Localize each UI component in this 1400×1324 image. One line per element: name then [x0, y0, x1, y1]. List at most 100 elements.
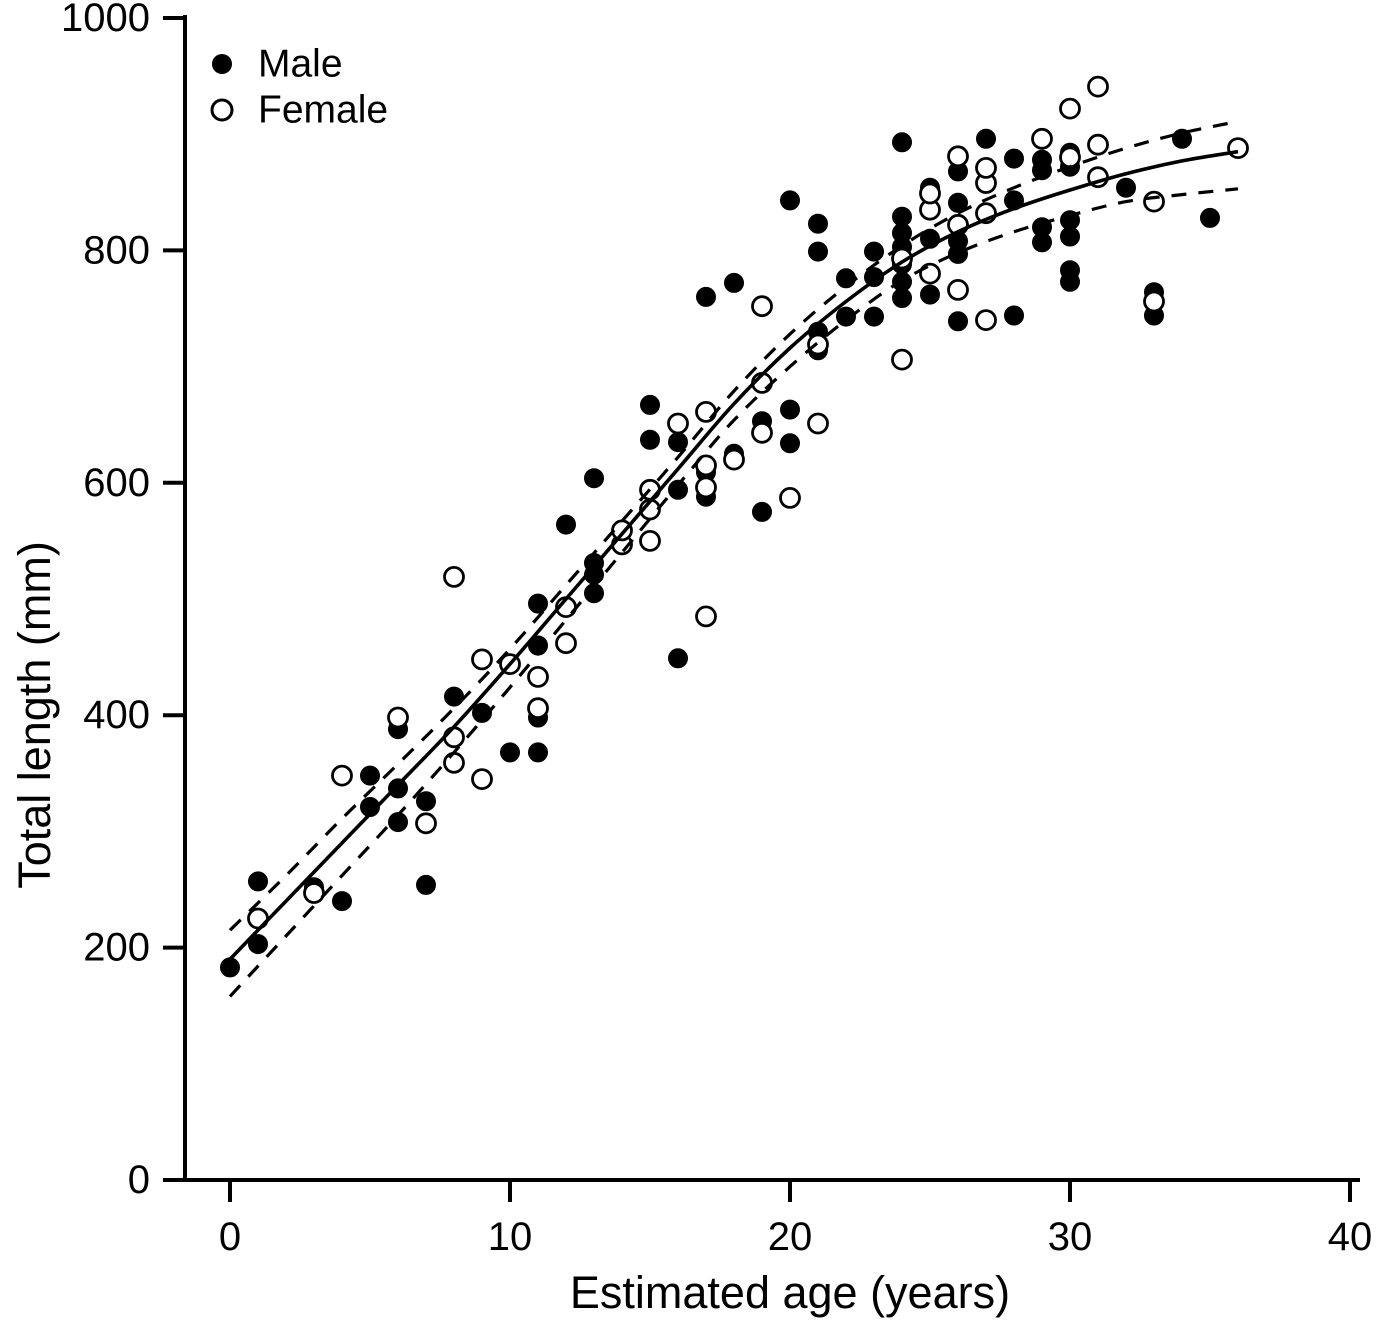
y-tick-label: 1000 — [61, 0, 150, 40]
data-point-male — [332, 891, 352, 912]
data-point-male — [1004, 305, 1024, 326]
data-point-male — [472, 702, 492, 723]
data-point-male — [780, 399, 800, 420]
data-point-male — [640, 429, 660, 450]
data-point-female — [779, 486, 801, 509]
data-point-female — [947, 145, 969, 168]
data-point-male — [920, 284, 940, 305]
data-point-male — [976, 128, 996, 149]
growth-curve-line — [228, 149, 1239, 961]
data-point-male — [388, 812, 408, 833]
data-point-female — [1031, 127, 1053, 150]
data-point-male — [444, 686, 464, 707]
data-point-male — [808, 213, 828, 234]
data-point-female — [975, 156, 997, 179]
data-point-male — [1004, 148, 1024, 169]
data-point-female — [919, 262, 941, 285]
data-point-female — [751, 421, 773, 444]
data-point-female — [471, 648, 493, 671]
axes: 0 200 400 600 800 1000 0 10 20 30 40 — [61, 0, 1372, 1259]
data-point-female — [1143, 190, 1165, 213]
legend-label-female: Female — [258, 89, 388, 132]
data-point-female — [695, 605, 717, 628]
data-point-male — [584, 468, 604, 489]
data-point-female — [387, 706, 409, 729]
data-point-male — [220, 957, 240, 978]
data-point-male — [416, 874, 436, 895]
data-point-male — [836, 306, 856, 327]
upper-confidence-band — [228, 119, 1239, 932]
data-point-male — [864, 241, 884, 262]
lower-confidence-band — [228, 187, 1239, 998]
data-point-male — [948, 311, 968, 332]
data-point-male — [528, 593, 548, 614]
data-point-female — [975, 309, 997, 332]
confidence-bands — [228, 119, 1239, 998]
data-point-female — [443, 566, 465, 588]
legend-label-male: Male — [258, 43, 343, 86]
x-tick-label: 0 — [219, 1215, 241, 1259]
data-point-male — [528, 742, 548, 763]
data-point-male — [556, 514, 576, 535]
data-point-male — [752, 501, 772, 522]
fit-curve — [228, 149, 1239, 961]
x-axis-title: Estimated age (years) — [570, 1267, 1010, 1318]
data-point-female — [555, 632, 577, 655]
data-point-female — [1059, 97, 1081, 120]
y-tick-label: 800 — [83, 228, 150, 272]
data-point-female — [723, 448, 745, 471]
data-point-female — [443, 751, 465, 774]
y-tick-label: 400 — [83, 693, 150, 737]
data-point-male — [500, 742, 520, 763]
legend: Male Female — [210, 43, 388, 132]
x-tick-label: 20 — [768, 1215, 813, 1259]
data-point-female — [947, 278, 969, 301]
data-point-male — [248, 934, 268, 955]
data-point-female — [807, 412, 829, 435]
data-point-male — [1032, 149, 1052, 170]
y-tick-label: 600 — [83, 461, 150, 505]
data-point-female — [667, 412, 689, 435]
data-point-male — [668, 648, 688, 669]
y-tick-label: 0 — [128, 1158, 150, 1202]
data-point-male — [1200, 207, 1220, 228]
x-tick-label: 10 — [488, 1215, 533, 1259]
data-point-female — [695, 476, 717, 499]
data-point-female — [471, 768, 493, 790]
y-tick-label: 200 — [83, 926, 150, 970]
data-point-male — [780, 190, 800, 211]
data-point-female — [331, 764, 353, 787]
data-point-male — [696, 286, 716, 307]
data-point-male — [248, 871, 268, 892]
data-point-female — [415, 812, 437, 835]
data-point-female — [303, 882, 325, 904]
data-point-male — [416, 791, 436, 812]
data-point-male — [668, 479, 688, 500]
data-point-female — [527, 666, 549, 688]
legend-marker-male-icon — [212, 54, 232, 74]
data-point-male — [360, 765, 380, 786]
data-point-male — [1172, 128, 1192, 149]
y-axis-title: Total length (mm) — [9, 541, 60, 889]
data-point-female — [639, 530, 661, 552]
data-point-male — [724, 272, 744, 293]
data-point-female — [751, 295, 773, 318]
data-point-female — [919, 182, 941, 205]
data-point-female — [695, 400, 717, 423]
data-point-female — [1087, 133, 1109, 156]
data-point-male — [1116, 177, 1136, 198]
data-point-male — [808, 241, 828, 262]
data-point-female — [1087, 75, 1109, 98]
data-point-male — [640, 394, 660, 415]
data-point-male — [1060, 260, 1080, 281]
data-point-male — [864, 267, 884, 288]
data-point-female — [1059, 146, 1081, 169]
data-point-female — [891, 348, 913, 371]
data-points — [220, 75, 1249, 978]
data-point-male — [892, 132, 912, 153]
x-tick-label: 40 — [1328, 1215, 1373, 1259]
legend-marker-female-icon — [210, 98, 234, 122]
data-point-male — [780, 433, 800, 454]
